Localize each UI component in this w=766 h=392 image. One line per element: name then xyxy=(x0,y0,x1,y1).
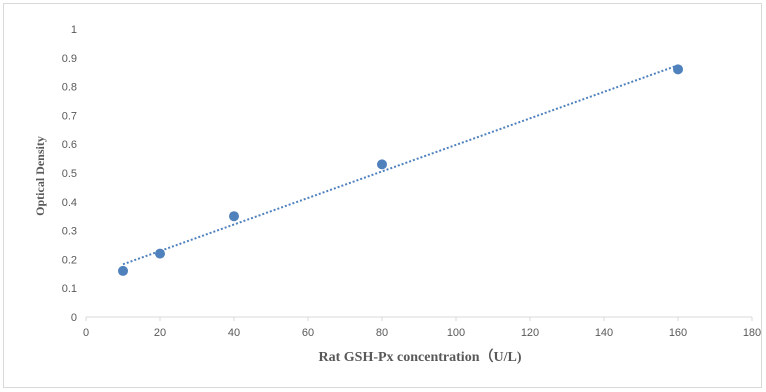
x-tick-label: 100 xyxy=(447,327,465,339)
x-tick-label: 140 xyxy=(595,327,613,339)
x-tick-label: 0 xyxy=(83,327,89,339)
y-tick-label: 0 xyxy=(71,312,77,324)
x-tick-label: 60 xyxy=(302,327,314,339)
linear-trendline xyxy=(122,64,679,266)
data-point xyxy=(155,248,165,259)
x-axis-title: Rat GSH-Px concentration（U/L) xyxy=(319,349,522,365)
x-tick-label: 120 xyxy=(521,327,539,339)
chart-frame: 0 0.1 0.2 0.3 0.4 0.5 0.6 0.7 0.8 0.9 1 0 20 40 60 80 1… xyxy=(3,3,762,388)
trendline xyxy=(122,64,679,266)
data-point xyxy=(673,64,683,75)
x-tick-label: 160 xyxy=(669,327,687,339)
y-tick-label: 0.8 xyxy=(62,82,77,94)
y-tick-label: 0.9 xyxy=(62,53,77,65)
x-axis: 0 20 40 60 80 100 120 140 160 180 xyxy=(83,316,761,339)
y-tick-label: 1 xyxy=(71,24,77,36)
y-tick-label: 0.7 xyxy=(62,110,77,122)
y-tick-label: 0.4 xyxy=(62,197,77,209)
y-tick-label: 0.5 xyxy=(62,168,77,180)
data-point xyxy=(118,265,128,276)
y-tick-label: 0.6 xyxy=(62,139,77,151)
y-tick-label: 0.1 xyxy=(62,283,77,295)
data-points xyxy=(118,64,683,276)
x-tick-label: 20 xyxy=(154,327,166,339)
y-tick-label: 0.2 xyxy=(62,254,77,266)
data-point xyxy=(377,159,387,170)
scatter-plot: 0 0.1 0.2 0.3 0.4 0.5 0.6 0.7 0.8 0.9 1 0 20 40 60 80 1… xyxy=(33,24,761,365)
x-tick-label: 180 xyxy=(743,327,761,339)
y-axis: 0 0.1 0.2 0.3 0.4 0.5 0.6 0.7 0.8 0.9 1 xyxy=(62,24,77,324)
data-point xyxy=(229,211,239,222)
x-tick-label: 80 xyxy=(376,327,388,339)
y-axis-title: Optical Density xyxy=(33,136,47,216)
y-tick-label: 0.3 xyxy=(62,226,77,238)
x-tick-label: 40 xyxy=(228,327,240,339)
